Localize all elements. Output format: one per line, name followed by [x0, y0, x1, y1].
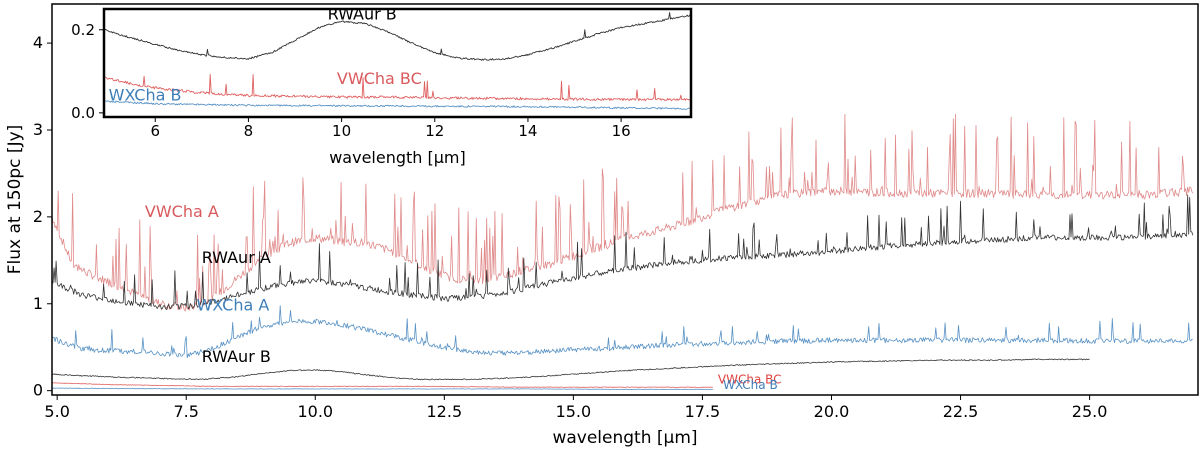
- main-frame: [51, 3, 1199, 396]
- inset-background: [104, 9, 691, 117]
- main-annotation: RWAur B: [202, 347, 271, 366]
- inset-xtick-label: 14: [518, 122, 537, 140]
- main-xtick-label: 22.5: [943, 402, 979, 421]
- inset-xlabel: wavelength [μm]: [329, 148, 466, 167]
- main-series-rwaur-b: [52, 358, 1090, 381]
- main-series-wxcha-a: [52, 305, 1193, 359]
- main-annotation: RWAur A: [202, 248, 271, 267]
- inset-xtick-label: 8: [244, 122, 254, 140]
- inset-xtick-label: 16: [612, 122, 631, 140]
- main-ytick-label: 0: [33, 381, 43, 400]
- main-xtick-label: 15.0: [556, 402, 592, 421]
- main-xlabel: wavelength [μm]: [552, 428, 697, 448]
- main-annotation: VWCha A: [145, 202, 219, 221]
- main-ytick-label: 3: [33, 120, 43, 139]
- main-series-vwcha-bc: [52, 382, 713, 388]
- main-ytick-label: 4: [33, 33, 43, 52]
- inset-ytick-label: 0.0: [71, 104, 95, 122]
- main-xtick-label: 7.5: [173, 402, 198, 421]
- main-xtick-label: 17.5: [685, 402, 721, 421]
- main-xtick-label: 5.0: [44, 402, 69, 421]
- main-ylabel: Flux at 150pc [Jy]: [5, 125, 25, 275]
- main-xtick-label: 25.0: [1072, 402, 1108, 421]
- inset-frame: [102, 7, 693, 119]
- main-ytick-label: 1: [33, 294, 43, 313]
- main-ytick-label: 2: [33, 207, 43, 226]
- inset-xtick-label: 12: [425, 122, 444, 140]
- main-series-wxcha-b: [52, 387, 713, 390]
- main-annotation: VWCha BC: [718, 373, 782, 387]
- inset-annotation: WXCha B: [109, 85, 182, 104]
- inset-series-rwaur-b: [104, 12, 691, 61]
- inset-xtick-label: 10: [332, 122, 351, 140]
- main-xtick-label: 12.5: [427, 402, 463, 421]
- main-xtick-label: 20.0: [814, 402, 850, 421]
- main-series-vwcha-a: [52, 113, 1194, 312]
- inset-annotation: VWCha BC: [337, 69, 422, 88]
- inset-plot: 6 8 10 12 14 16 0.0 0.2 wavelength [μm] RWAur B VW…: [71, 4, 693, 167]
- main-series-rwaur-a: [52, 194, 1194, 310]
- inset-annotation: RWAur B: [328, 4, 397, 23]
- inset-xtick-label: 6: [150, 122, 160, 140]
- inset-series-vwcha-bc: [104, 73, 691, 102]
- main-annotation: WXCha A: [197, 296, 270, 315]
- main-annotation: WXCha B: [723, 378, 778, 392]
- inset-series-wxcha-b: [104, 100, 691, 110]
- inset-ytick-label: 0.2: [71, 21, 95, 39]
- main-xtick-label: 10.0: [297, 402, 333, 421]
